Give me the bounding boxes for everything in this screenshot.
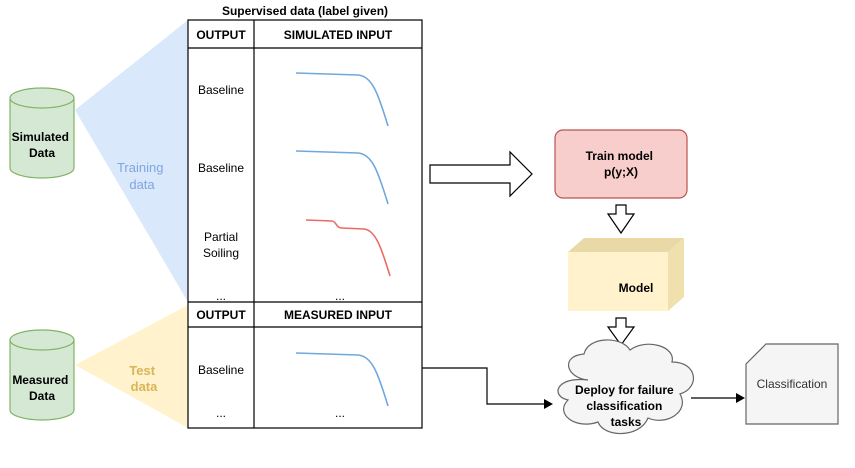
- svg-text:Classification: Classification: [757, 377, 828, 391]
- train-row-input-ellipsis: ...: [335, 289, 345, 303]
- train-row-input-curve: [305, 219, 391, 277]
- table-title: Supervised data (label given): [222, 4, 388, 18]
- train-model-box: Train model p(y;X): [554, 129, 688, 199]
- svg-text:Deploy for failure class: Deploy for failure classification tasks: [575, 383, 677, 429]
- train-row-output-label: Baseline: [198, 161, 244, 175]
- deploy-cloud: Deploy for failure classification tasks: [557, 339, 695, 435]
- classification-card: Classification: [745, 343, 839, 425]
- block-arrow-to-train: [429, 150, 533, 198]
- test-row-output-label: ...: [216, 406, 226, 420]
- train-input-header: SIMULATED INPUT: [284, 28, 393, 42]
- test-row-input-ellipsis: ...: [335, 406, 345, 420]
- test-projection-region: [75, 305, 188, 428]
- train-row-output-label: Partial Soiling: [203, 230, 239, 260]
- svg-text:Measured Data: Measured Data: [12, 373, 71, 403]
- down-arrow-to-deploy: [606, 317, 636, 347]
- down-arrow-to-model: [606, 204, 636, 235]
- measured-data-store: Measured Data: [9, 329, 75, 421]
- data-table: [187, 19, 423, 429]
- training-data-label: Training data: [117, 160, 167, 192]
- test-output-header: OUTPUT: [196, 308, 246, 322]
- train-output-header: OUTPUT: [196, 28, 246, 42]
- model-cube: Model: [568, 238, 684, 311]
- training-projection-region: [75, 20, 188, 302]
- train-row-output-label: Baseline: [198, 83, 244, 97]
- test-input-header: MEASURED INPUT: [284, 308, 393, 322]
- svg-text:Model: Model: [619, 281, 654, 295]
- test-row-output-label: Baseline: [198, 363, 244, 377]
- measured-to-deploy-connector: [422, 367, 553, 409]
- test-row-input-curve: [295, 352, 389, 407]
- svg-text:Simulated Data: Simulated Data: [12, 130, 73, 160]
- simulated-data-store: Simulated Data: [9, 87, 75, 179]
- train-row-input-curve: [295, 72, 389, 127]
- svg-text:Train model p(y;X): Train model p(y;X): [586, 149, 657, 179]
- train-row-input-curve: [295, 150, 389, 205]
- deploy-to-classification-connector: [691, 393, 745, 403]
- test-data-label: Test data: [129, 363, 158, 394]
- train-row-output-label: ...: [216, 289, 226, 303]
